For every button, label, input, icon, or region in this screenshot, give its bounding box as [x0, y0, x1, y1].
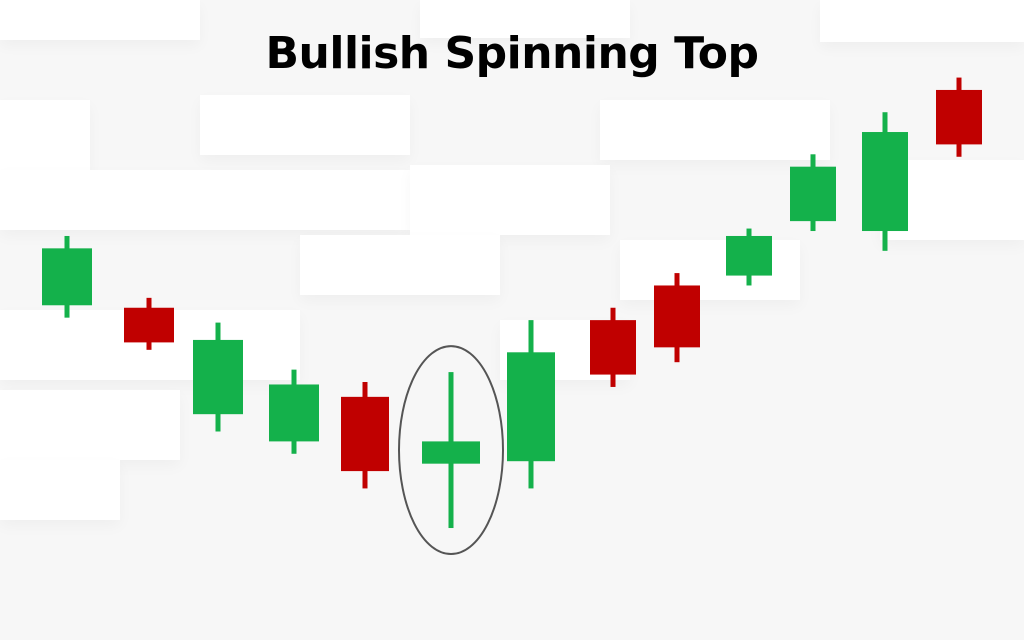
candle-9-body	[654, 285, 700, 348]
candle-5-body	[341, 396, 389, 472]
candle-3-body	[193, 339, 243, 415]
candle-11-body	[790, 166, 836, 222]
candle-1-body	[42, 248, 92, 306]
candle-4-body	[269, 384, 319, 442]
candle-12-body	[862, 132, 908, 232]
candle-13-body	[936, 89, 982, 145]
candle-7-body	[507, 352, 555, 462]
candles-group	[42, 77, 982, 529]
candle-8-body	[590, 320, 636, 375]
candle-10-body	[726, 235, 772, 276]
candle-6-body	[422, 441, 480, 464]
spinning-top-highlight-ellipse	[398, 345, 504, 556]
candle-2-body	[124, 307, 174, 343]
chart-title: Bullish Spinning Top	[265, 28, 759, 79]
